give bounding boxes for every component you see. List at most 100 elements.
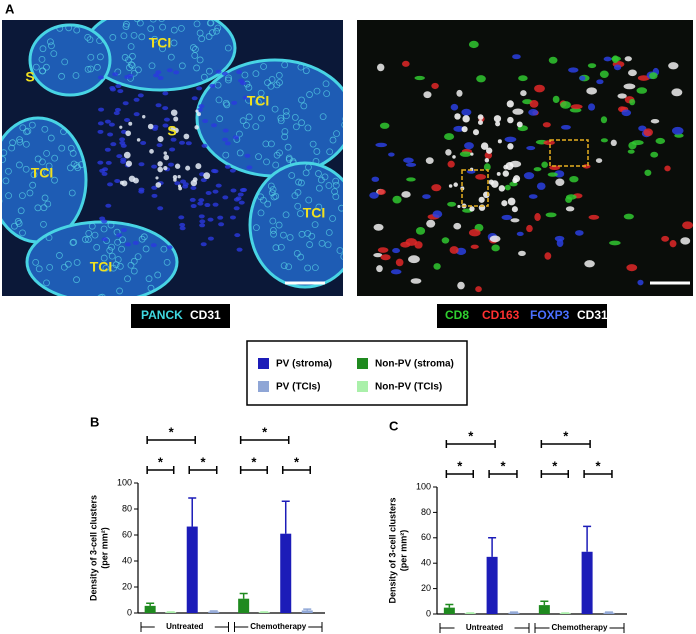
cell xyxy=(51,154,59,162)
cell xyxy=(450,103,459,111)
cell xyxy=(107,221,115,229)
y-tick-label: 80 xyxy=(421,507,431,517)
vessel xyxy=(506,100,514,108)
cell xyxy=(529,99,539,108)
vessel xyxy=(488,179,494,185)
cell xyxy=(216,115,224,123)
cell xyxy=(406,177,416,182)
vessel xyxy=(170,109,178,117)
nucleus xyxy=(212,189,219,194)
nucleus xyxy=(113,111,120,116)
y-tick-label: 60 xyxy=(421,532,431,542)
significance-bracket xyxy=(488,470,518,478)
cell xyxy=(38,55,46,63)
nucleus xyxy=(101,237,108,242)
cell xyxy=(277,114,285,122)
nucleus xyxy=(200,242,207,247)
nucleus xyxy=(222,195,229,200)
cell xyxy=(73,276,80,284)
cell xyxy=(669,240,677,248)
cell xyxy=(294,189,302,196)
nucleus xyxy=(207,236,214,241)
nucleus xyxy=(138,162,145,167)
significance-bracket xyxy=(445,470,474,478)
cell xyxy=(285,156,293,163)
cell xyxy=(236,149,244,157)
cell xyxy=(520,90,527,97)
cell xyxy=(269,217,277,225)
nucleus xyxy=(162,106,169,111)
nucleus xyxy=(209,83,216,88)
cell xyxy=(664,165,671,172)
nucleus xyxy=(133,97,140,102)
cell xyxy=(516,231,524,237)
cell xyxy=(130,267,138,275)
cell xyxy=(99,293,106,296)
cell xyxy=(207,20,215,27)
nucleus xyxy=(238,200,245,205)
nucleus xyxy=(166,68,173,73)
cell xyxy=(643,128,653,137)
significance-bracket xyxy=(239,466,268,474)
nucleus xyxy=(124,242,131,247)
vessel xyxy=(163,165,168,171)
cell xyxy=(655,137,666,145)
cell xyxy=(167,53,175,61)
cell xyxy=(560,124,571,130)
nucleus xyxy=(198,198,205,203)
cell xyxy=(45,162,53,170)
cell xyxy=(403,157,414,163)
tumor-island xyxy=(195,58,343,178)
error-bar xyxy=(540,600,549,606)
cell xyxy=(280,262,288,269)
cell xyxy=(313,148,321,155)
significance-label: * xyxy=(294,454,300,469)
vessel xyxy=(452,155,456,159)
cell xyxy=(106,247,114,254)
vessel xyxy=(172,175,178,180)
cell xyxy=(253,224,260,232)
cell xyxy=(596,79,604,85)
cell xyxy=(15,220,23,227)
cell xyxy=(29,181,37,189)
cell xyxy=(138,33,146,41)
cell xyxy=(376,265,383,273)
cell xyxy=(526,146,536,151)
y-tick-label: 0 xyxy=(127,607,132,617)
cell xyxy=(332,193,340,201)
stain-label: CD31 xyxy=(577,308,608,322)
nucleus xyxy=(231,100,238,105)
vessel xyxy=(513,175,521,183)
cell xyxy=(102,264,110,272)
cell xyxy=(638,125,647,132)
vessel xyxy=(501,200,508,207)
cell xyxy=(268,189,276,197)
nucleus xyxy=(150,243,157,248)
cell xyxy=(263,158,270,166)
cell xyxy=(375,142,388,148)
cell xyxy=(340,253,343,260)
cell xyxy=(50,50,58,58)
vessel xyxy=(462,115,470,123)
error-bar xyxy=(146,602,155,606)
nucleus xyxy=(105,160,112,165)
cell xyxy=(609,240,621,246)
cell xyxy=(254,98,262,106)
region-label: TCI xyxy=(90,259,113,275)
cell xyxy=(149,20,157,23)
cell xyxy=(380,254,391,261)
cell xyxy=(588,214,600,220)
cell xyxy=(267,182,275,190)
vessel xyxy=(183,133,190,140)
nucleus xyxy=(97,129,104,134)
cell xyxy=(67,144,75,152)
significance-label: * xyxy=(500,458,506,473)
cell xyxy=(295,178,302,186)
cell xyxy=(86,36,94,44)
cell xyxy=(298,96,305,104)
nucleus xyxy=(236,70,243,75)
y-tick-label: 40 xyxy=(122,555,132,565)
cell xyxy=(127,261,135,269)
y-tick-label: 60 xyxy=(122,529,132,539)
vessel xyxy=(119,125,123,129)
